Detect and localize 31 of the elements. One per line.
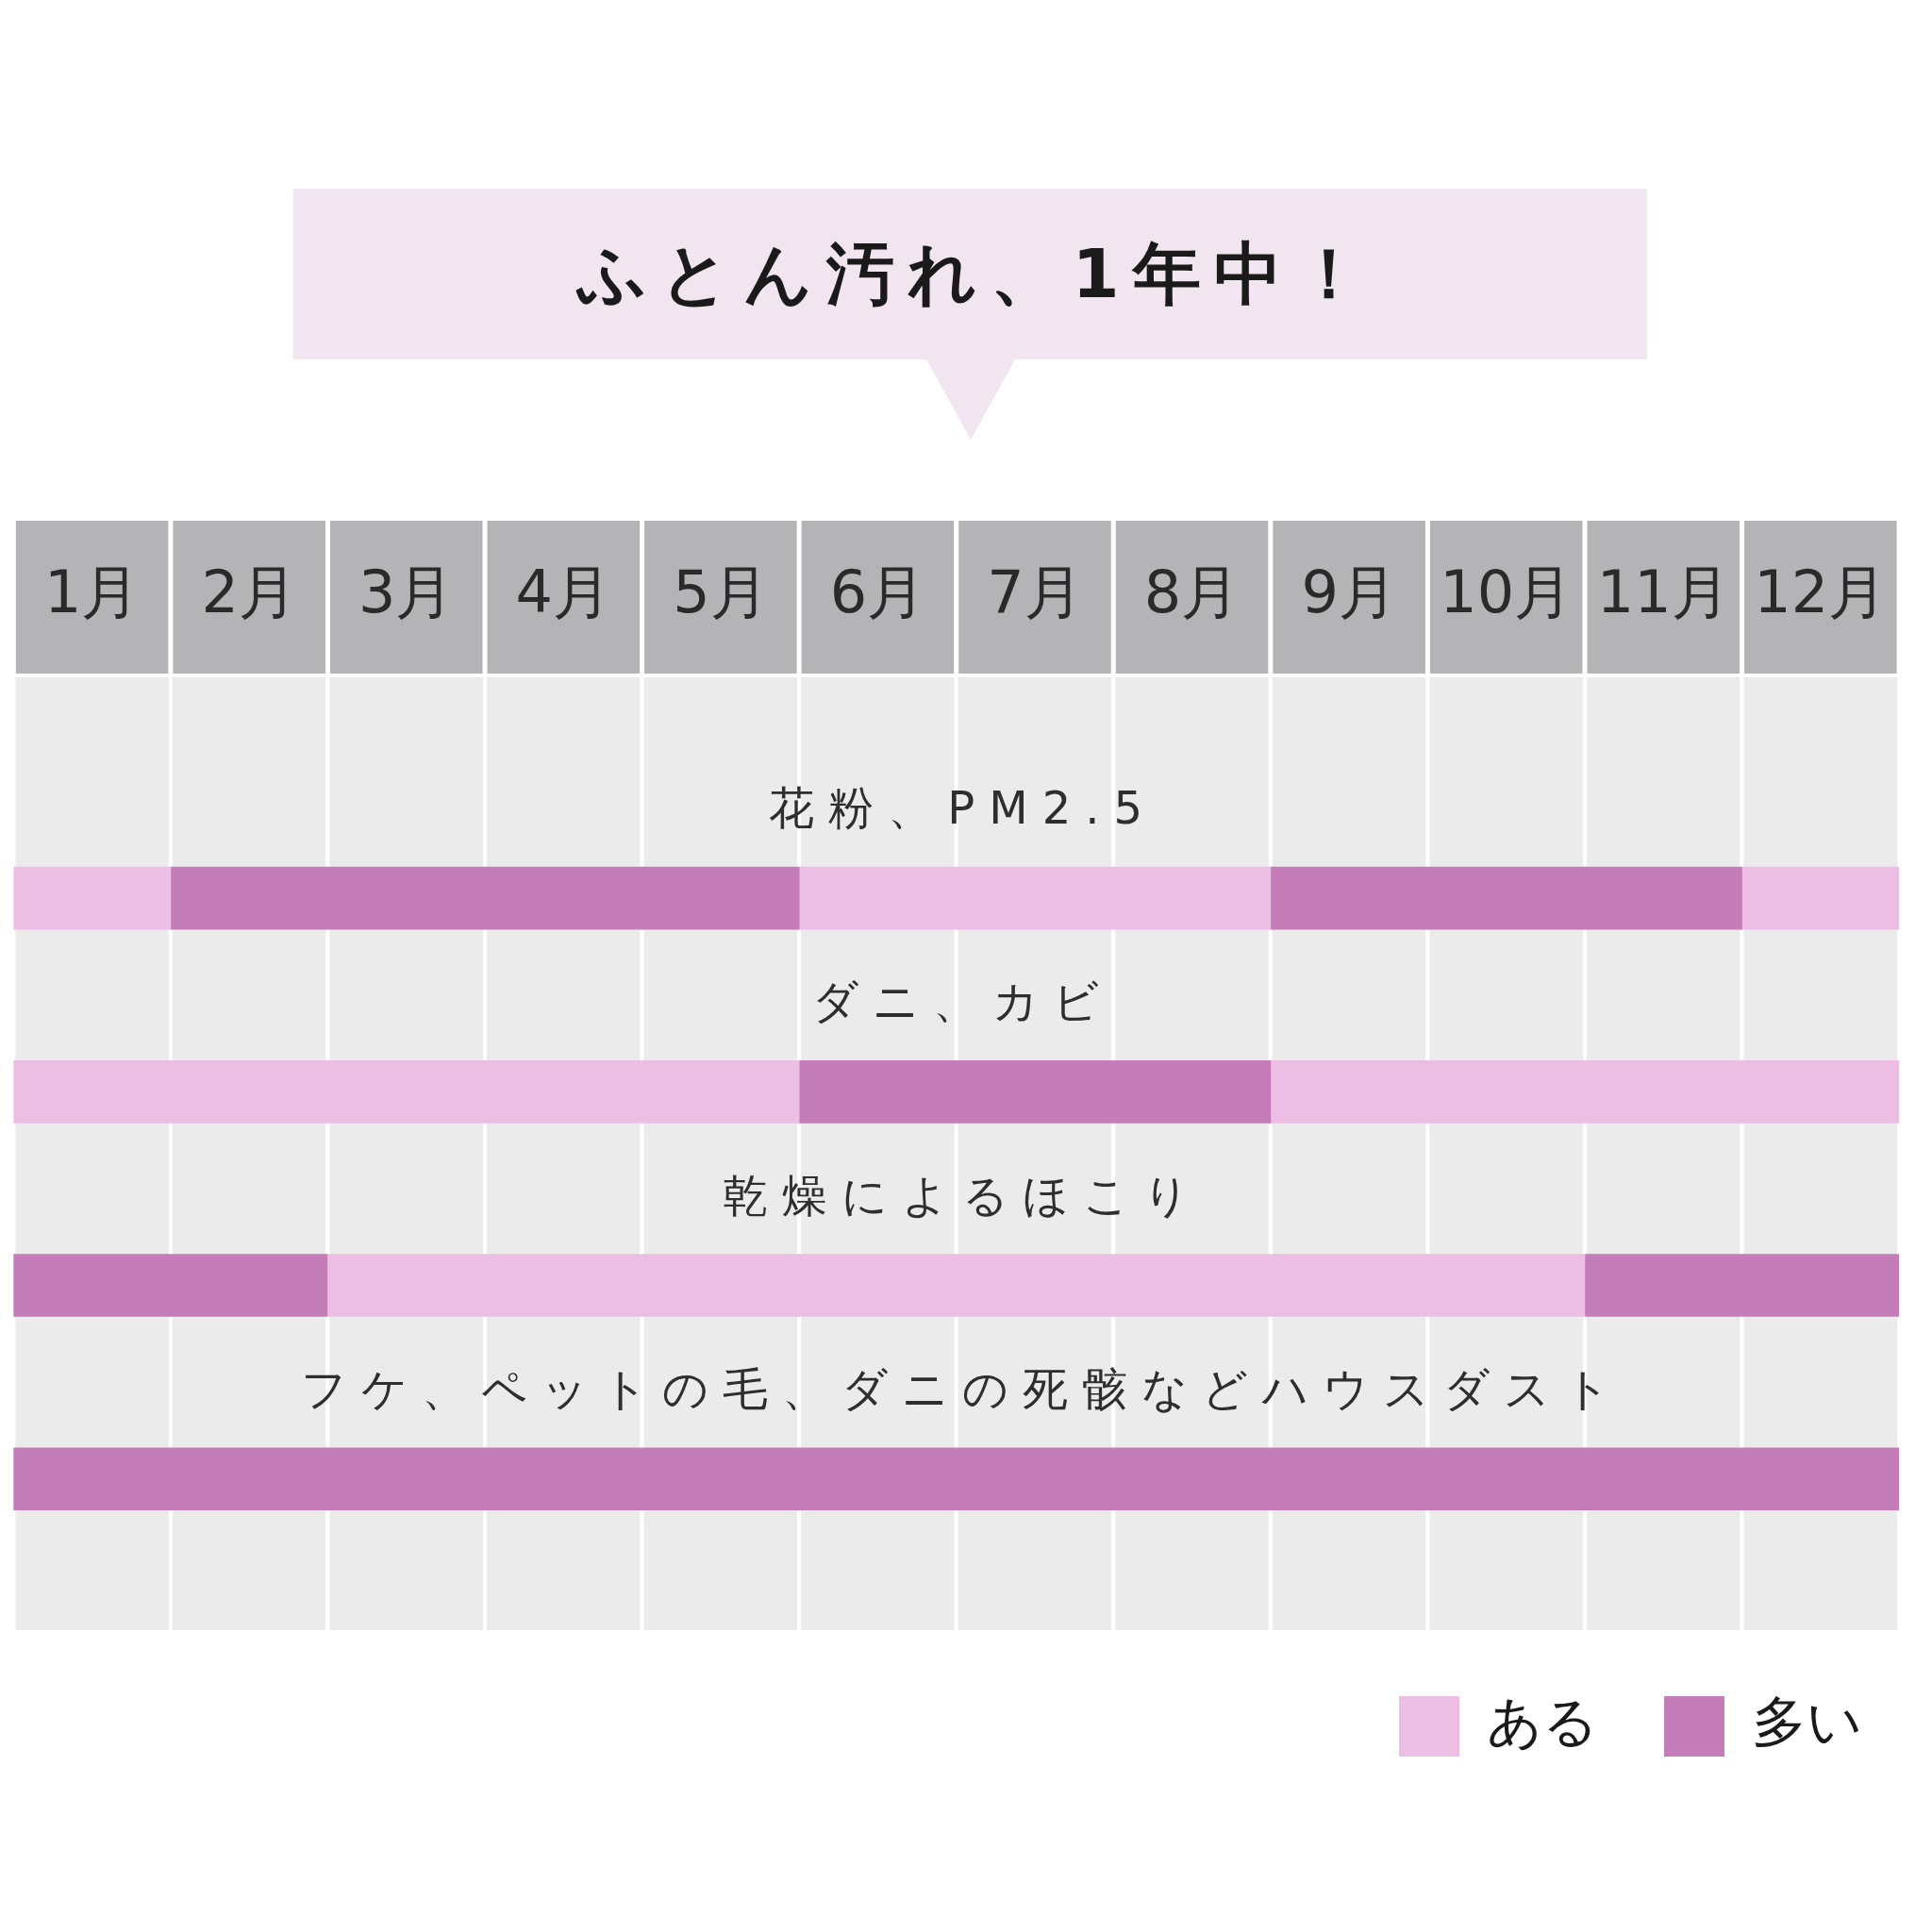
bar [13, 866, 172, 930]
x-tick-label: 11月 [1596, 557, 1730, 626]
y-tick-label: 花粉、PM2.5 [769, 781, 1158, 835]
bar [13, 1060, 800, 1124]
y-tick-label: フケ、ペットの毛、ダニの死骸などハウスダスト [301, 1361, 1625, 1415]
bar [798, 866, 1272, 930]
x-tick-label: 2月 [201, 557, 297, 626]
x-tick-label: 1月 [43, 557, 141, 626]
legend-label: 多い [1752, 1690, 1862, 1755]
x-tick-label: 12月 [1754, 557, 1888, 626]
legend-label: ある [1487, 1690, 1598, 1755]
x-tick-label: 8月 [1143, 557, 1241, 626]
x-tick-label: 4月 [515, 557, 612, 626]
x-tick-label: 3月 [358, 557, 455, 626]
x-tick-label: 7月 [987, 557, 1083, 626]
x-tick-label: 5月 [673, 557, 769, 626]
x-tick-label: 9月 [1301, 557, 1397, 626]
bar [1270, 866, 1742, 930]
y-tick-label: ダニ、カビ [812, 974, 1114, 1028]
bar [327, 1254, 1586, 1317]
bar [1741, 866, 1900, 930]
bar [798, 1060, 1272, 1124]
x-tick-label: 10月 [1440, 557, 1574, 626]
bar [1270, 1060, 1900, 1124]
bar [170, 866, 800, 930]
bar [13, 1447, 1900, 1511]
y-tick-label: 乾燥によるほこり [722, 1168, 1204, 1222]
bar [13, 1254, 328, 1317]
x-tick-label: 6月 [829, 557, 926, 626]
bar [1584, 1254, 1900, 1317]
chart-title: ふとん汚れ、1年中！ [575, 234, 1376, 314]
